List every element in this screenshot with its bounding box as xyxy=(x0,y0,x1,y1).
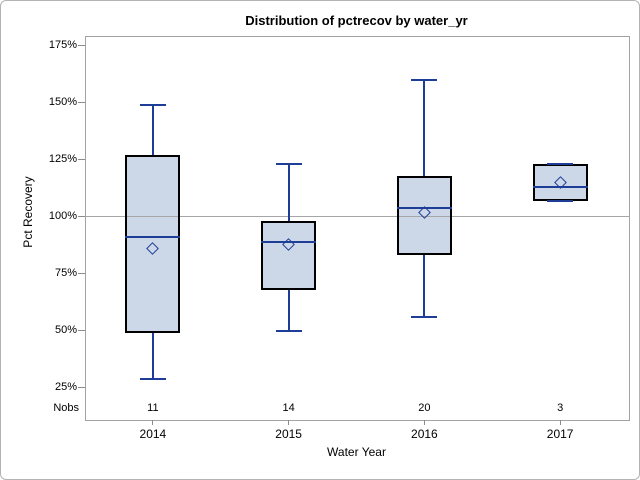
lower-whisker-cap xyxy=(547,199,574,202)
upper-whisker xyxy=(287,164,290,222)
lower-whisker xyxy=(287,289,290,331)
box-iqr-fill xyxy=(396,175,452,256)
y-axis-tick-label: 25% xyxy=(54,380,77,393)
x-axis-category-label: 2015 xyxy=(275,427,302,441)
x-axis-category-label: 2017 xyxy=(546,427,574,441)
x-axis-tick xyxy=(152,420,154,425)
x-axis-category-label: 2016 xyxy=(411,427,438,441)
box-iqr-fill xyxy=(532,164,588,201)
upper-whisker-cap xyxy=(547,163,574,166)
median-line xyxy=(261,240,317,243)
x-axis-label: Water Year xyxy=(327,445,386,459)
reference-line-100pct xyxy=(85,216,629,218)
lower-whisker-cap xyxy=(139,377,166,380)
lower-whisker xyxy=(423,255,426,317)
median-line xyxy=(532,186,588,189)
x-axis-tick xyxy=(559,420,561,425)
y-axis-tick xyxy=(78,102,85,104)
y-axis-tick-label: 125% xyxy=(48,152,77,165)
y-axis-tick-label: 100% xyxy=(48,209,77,222)
box-iqr-outline xyxy=(261,221,317,290)
nobs-value: 14 xyxy=(282,402,295,414)
box-iqr-outline xyxy=(125,155,181,333)
nobs-value: 11 xyxy=(147,402,159,414)
box-iqr-fill xyxy=(125,155,181,333)
upper-whisker-cap xyxy=(139,103,166,106)
x-axis-tick xyxy=(288,420,290,425)
y-axis-tick xyxy=(78,273,85,275)
y-axis-tick xyxy=(78,159,85,161)
upper-whisker xyxy=(423,79,426,176)
x-axis-category-label: 2014 xyxy=(139,427,167,441)
y-axis-tick xyxy=(78,45,85,47)
chart-title: Distribution of pctrecov by water_yr xyxy=(245,13,468,28)
y-axis-tick xyxy=(78,216,85,218)
upper-whisker-cap xyxy=(411,78,438,81)
nobs-value: 3 xyxy=(557,402,564,414)
y-axis-tick-label: 50% xyxy=(54,323,77,336)
x-axis-tick xyxy=(423,420,425,425)
y-axis-tick xyxy=(78,387,85,389)
lower-whisker xyxy=(151,332,154,379)
lower-whisker-cap xyxy=(275,329,302,332)
y-axis-tick-label: 75% xyxy=(54,266,77,279)
median-line xyxy=(125,236,181,239)
y-axis-tick-label: 175% xyxy=(48,38,77,51)
y-axis-tick-label: 150% xyxy=(48,95,77,108)
box-iqr-outline xyxy=(532,164,588,201)
upper-whisker-cap xyxy=(275,163,302,166)
nobs-row-label: Nobs xyxy=(53,402,79,414)
y-axis-tick xyxy=(78,330,85,332)
median-line xyxy=(396,206,452,209)
nobs-value: 20 xyxy=(418,402,431,414)
box-iqr-fill xyxy=(261,221,317,290)
upper-whisker xyxy=(151,104,154,156)
lower-whisker-cap xyxy=(411,315,438,318)
box-iqr-outline xyxy=(396,175,452,256)
